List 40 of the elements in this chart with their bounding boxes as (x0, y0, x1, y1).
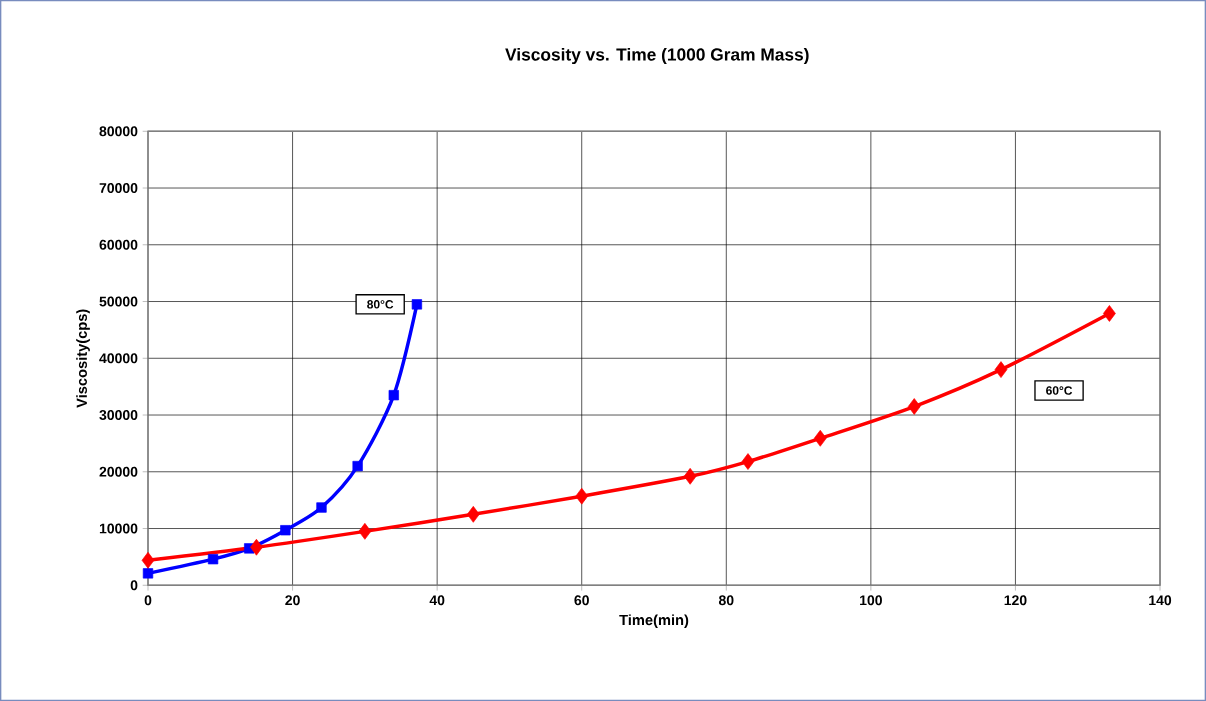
y-tick-label: 70000 (99, 183, 138, 193)
point (280, 525, 291, 536)
y-tick-label: 0 (130, 580, 138, 591)
chart-title: Viscosity vs. Time (1000 Gram Mass) (505, 47, 809, 65)
y-tick-label: 50000 (99, 296, 138, 307)
text: 60°C (1046, 386, 1073, 395)
series-label: 80°C (367, 300, 394, 309)
point (907, 398, 921, 415)
x-tick-label: 20 (285, 595, 300, 606)
x-tick-label: 120 (1004, 595, 1027, 606)
point (813, 429, 827, 447)
x-tick-label: 40 (429, 595, 445, 606)
point (142, 568, 154, 579)
y-axis-title: Viscosity(cps) (76, 309, 90, 408)
x-tick-label: 0 (144, 595, 152, 606)
x-tick-label: 80 (718, 595, 734, 606)
x-tick-label: 100 (860, 595, 882, 606)
point (994, 361, 1008, 378)
point (250, 538, 263, 556)
y-tick-label: 80000 (99, 126, 138, 137)
x-axis-title: Time(min) (619, 614, 689, 629)
point (141, 551, 155, 569)
y-tick-label: 10000 (99, 523, 138, 534)
y-tick-label: 40000 (99, 353, 138, 364)
point (411, 299, 423, 310)
point (207, 554, 219, 565)
x-tick-label: 140 (1149, 595, 1172, 606)
y-tick-label: 20000 (99, 466, 138, 477)
point (352, 460, 363, 472)
y-tick-label: 30000 (99, 410, 138, 420)
point (358, 523, 372, 540)
point (741, 453, 755, 470)
point (575, 487, 589, 505)
point (466, 505, 480, 523)
point (388, 390, 399, 401)
x-tick-label: 60 (574, 595, 589, 606)
y-tick-label: 60000 (99, 239, 138, 250)
point (683, 467, 697, 485)
point (1103, 305, 1116, 322)
point (316, 502, 327, 513)
